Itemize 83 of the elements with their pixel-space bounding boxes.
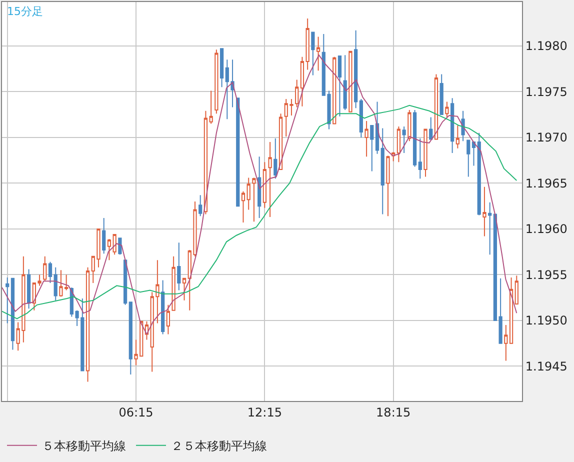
candlestick [10, 278, 15, 350]
y-tick-label: 1.1975 [525, 84, 568, 99]
candlestick [86, 266, 90, 382]
candlestick [504, 324, 508, 362]
candlestick [354, 30, 358, 109]
candlestick [107, 238, 112, 261]
candlestick [6, 276, 10, 324]
candlestick [343, 54, 347, 110]
candlestick [220, 48, 224, 88]
candlestick [306, 18, 310, 70]
candlestick [26, 268, 31, 310]
candlestick [316, 36, 320, 72]
y-tick-label: 1.1965 [525, 176, 568, 190]
candlestick [209, 90, 213, 124]
candlestick [429, 116, 433, 140]
y-tick-label: 1.1980 [525, 39, 568, 54]
candlestick [364, 120, 368, 158]
candlestick [348, 50, 352, 112]
candlestick [418, 138, 422, 180]
candlestick [268, 142, 272, 218]
candlestick [214, 49, 218, 114]
y-tick-label: 1.1970 [525, 130, 568, 145]
candlestick [241, 190, 246, 224]
candlestick [123, 260, 128, 306]
candlestick [274, 138, 278, 180]
y-tick-label: 1.1945 [525, 359, 568, 374]
x-tick-label: 18:15 [376, 405, 411, 420]
candlestick [440, 74, 444, 116]
candlestick [258, 156, 262, 218]
y-tick-label: 1.1950 [525, 314, 568, 328]
line-series [2, 54, 518, 335]
candlestick [246, 177, 250, 210]
candlestick [477, 132, 481, 216]
candlestick [102, 217, 106, 254]
candlestick [424, 128, 428, 178]
candlestick [128, 302, 132, 375]
candlestick [408, 109, 412, 142]
candlestick [466, 140, 470, 178]
candlestick [509, 276, 514, 344]
candlestick [456, 125, 460, 149]
candlestick [434, 74, 438, 140]
candlestick [386, 155, 390, 217]
x-tick-label: 06:15 [118, 405, 154, 420]
candlestick [54, 266, 58, 301]
candlestick [262, 162, 266, 208]
candlestick [396, 126, 401, 163]
candlestick [172, 256, 176, 311]
candlestick [472, 142, 476, 166]
candlestick [402, 126, 406, 154]
candlestick [161, 280, 165, 335]
candlestick [43, 256, 47, 282]
candlestick [118, 238, 122, 256]
candlestick [300, 56, 304, 107]
x-tick-label: 12:15 [247, 405, 282, 420]
candlestick [166, 304, 170, 335]
candlestick [198, 194, 202, 217]
legend-label: ５本移動平均線 [42, 439, 126, 454]
candlestick [445, 101, 449, 118]
candlestick [177, 242, 181, 291]
candlestick [204, 110, 208, 215]
candlestick [332, 56, 336, 124]
candlestick [380, 128, 384, 215]
candlestick [112, 234, 116, 256]
candlestick [412, 109, 417, 168]
candlestick [278, 113, 283, 170]
candlestick [359, 98, 363, 138]
candlestick [450, 98, 454, 154]
candlestick [370, 125, 374, 172]
candlestick [236, 98, 240, 207]
legend-label: ２５本移動平均線 [171, 439, 267, 454]
candlestick [252, 177, 256, 222]
candlestick [338, 55, 342, 117]
candlestick [514, 275, 518, 304]
y-tick-label: 1.1960 [525, 222, 568, 236]
line-series [2, 104, 518, 320]
candlestick [295, 79, 299, 108]
candlestick [311, 32, 315, 76]
candlestick [488, 202, 492, 256]
chart-title: 15分足 [7, 5, 43, 18]
y-tick-label: 1.1955 [525, 268, 568, 282]
candlestick [482, 186, 486, 237]
candlestick [182, 278, 186, 301]
candlestick [48, 261, 52, 284]
